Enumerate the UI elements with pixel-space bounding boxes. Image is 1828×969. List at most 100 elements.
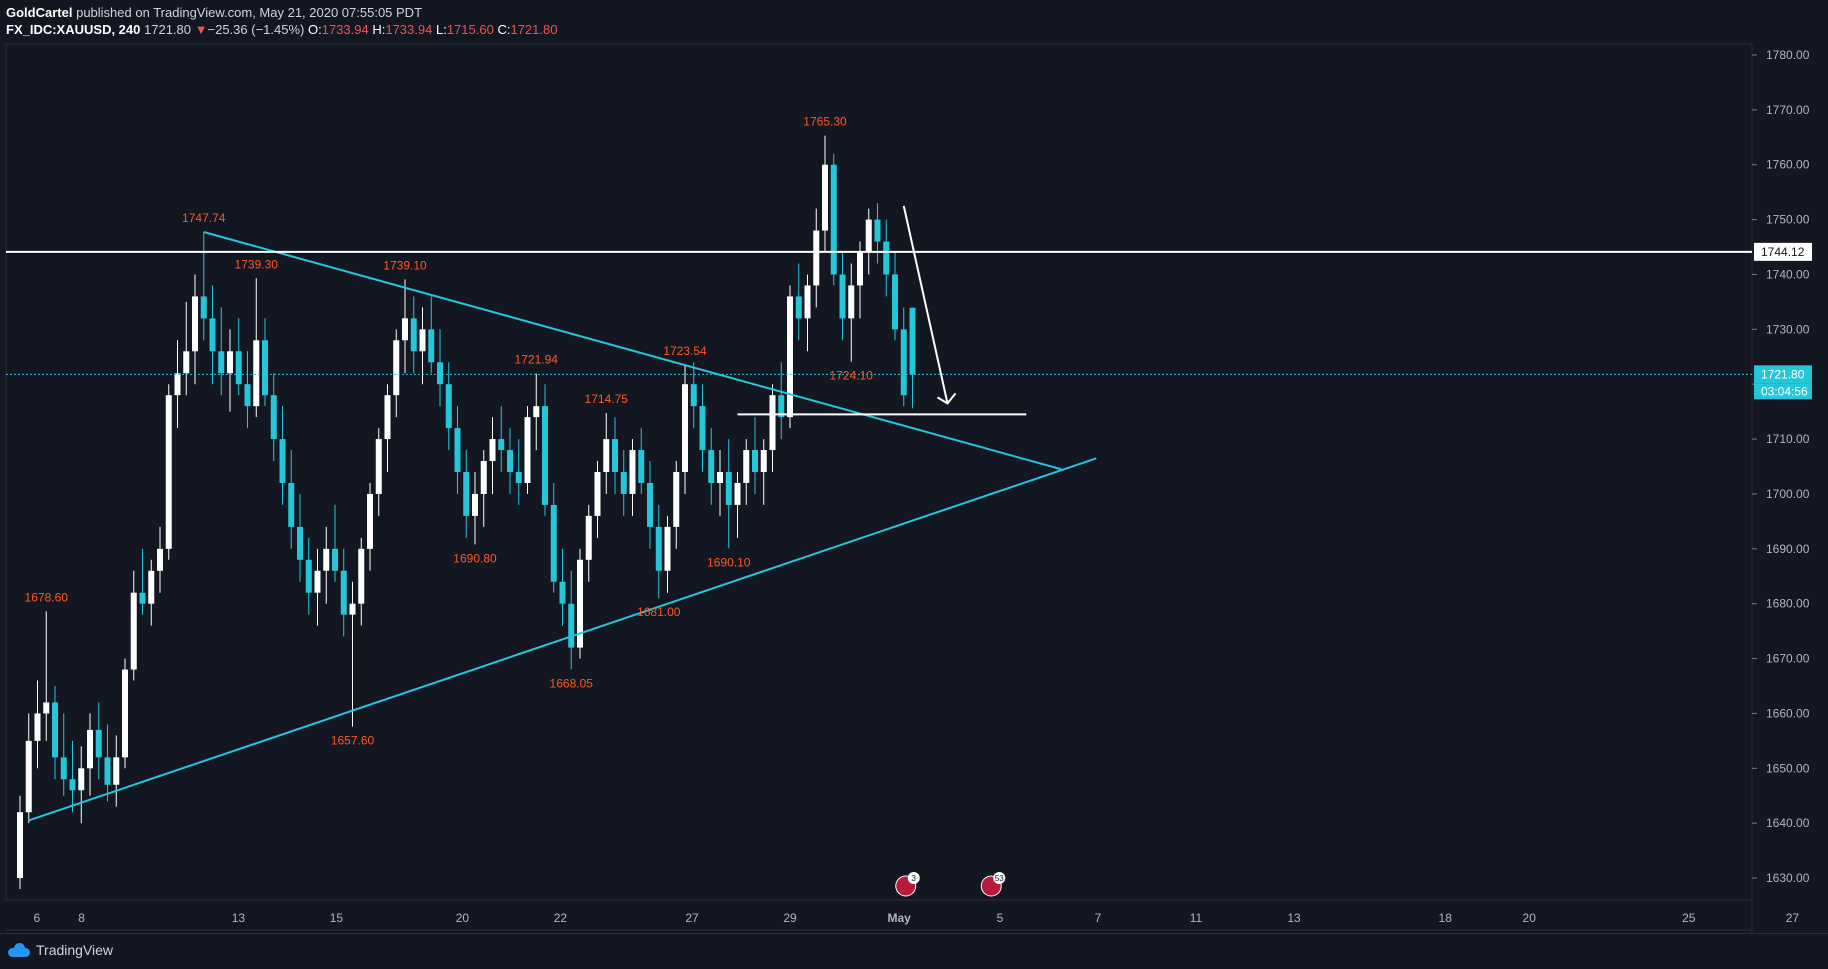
candle-body [52,702,58,758]
brand-name: TradingView [36,942,114,958]
candle-body [445,384,452,429]
time-axis-tick-label: 5 [997,911,1004,925]
author-name[interactable]: GoldCartel [6,5,73,20]
candle-body [577,559,583,648]
low-label: L: [435,22,447,37]
candle-body [279,439,286,483]
candle-body [270,395,277,440]
price-axis-tick-label: 1750.00 [1766,213,1810,227]
price-annotation: 1714.75 [585,392,629,406]
candle-body [892,274,898,330]
candle-body [795,296,802,319]
lower-trendline[interactable] [28,457,1097,822]
change-down-icon: ▼ [194,22,208,37]
price-axis-tick-label: 1650.00 [1766,761,1810,775]
candle-body [909,307,916,375]
price-change: −25.36 (−1.45%) [207,22,305,37]
candle-body [822,164,828,231]
candle-body [865,219,872,253]
time-axis-tick-label: 22 [554,911,568,925]
candle-body [78,768,85,791]
candle-body [122,669,128,758]
candle-body [804,285,811,319]
candle-body [60,757,67,780]
time-axis-tick-label: 11 [1190,911,1203,925]
candle-body [673,472,680,527]
candle-body [708,450,715,483]
candle-body [603,439,610,472]
candle-body [375,439,382,494]
candlestick-chart[interactable]: 1630.00 1640.00 1650.00 1660.00 1670.00 1680.… [0,0,1828,932]
candle-body [612,439,618,472]
candle-body [690,384,697,407]
price-axis-tick-label: 1670.00 [1766,652,1810,666]
price-axis-tick-label: 1780.00 [1766,48,1810,62]
candle-body [253,340,260,407]
resistance-price-label-bg [1754,242,1812,261]
last-price: 1721.80 [144,22,191,37]
price-axis-tick-label: 1680.00 [1766,597,1810,611]
candle-body [629,450,636,494]
symbol-label[interactable]: FX_IDC:XAUUSD, 240 [6,22,141,37]
candle-body [419,329,426,352]
event-count-label: 3 [912,874,917,883]
candle-body [305,559,312,593]
candle-body [542,406,548,505]
candle-body [655,526,662,571]
price-annotation: 1724.10 [830,369,874,383]
candle-body [244,384,251,407]
price-annotation: 1681.00 [637,605,681,619]
candle-body [507,450,513,472]
candle-body [87,729,93,769]
candle-body [559,581,566,604]
candle-body [489,439,496,462]
price-annotation: 1657.60 [331,734,375,748]
candle-body [384,395,391,440]
candle-body [620,472,627,494]
candle-body [664,526,671,571]
candle-body [734,482,741,505]
candle-body [717,472,723,483]
open-value: 1733.94 [321,22,369,37]
candle-body [139,592,146,604]
candle-body [410,318,417,352]
candle-body [813,230,820,286]
candle-body [332,548,338,571]
time-axis-tick-label: 20 [1523,911,1537,925]
upper-trendline[interactable] [203,231,1062,471]
candle-body [760,450,767,472]
candle-body [113,757,120,785]
tradingview-logo[interactable]: TradingView [8,942,113,958]
candle-body [725,472,732,505]
candle-body [857,252,863,286]
candle-body [314,570,321,593]
price-axis-tick-label: 1690.00 [1766,542,1810,556]
candle-body [752,450,758,472]
candle-body [218,351,225,374]
low-value: 1715.60 [446,22,494,37]
time-axis-tick-label: 8 [78,911,85,925]
candle-body [874,219,881,242]
current-price-label: 1721.80 [1761,367,1805,381]
chart-header: GoldCartel published on TradingView.com,… [6,0,1806,44]
price-annotation: 1765.30 [803,115,847,129]
candle-body [402,318,408,341]
candle-body [358,548,365,604]
candle-body [349,603,356,615]
candle-body [585,515,592,560]
candle-body [472,493,478,516]
candle-body [454,428,461,472]
candle-body [262,340,268,396]
tradingview-cloud-icon [8,943,30,957]
price-annotation: 1678.60 [25,590,69,604]
price-axis-tick-label: 1700.00 [1766,487,1810,501]
candle-body [533,406,540,418]
candle-body [95,729,102,758]
candle-body [900,329,907,396]
price-annotation: 1690.10 [707,555,751,569]
high-value: 1733.94 [385,22,433,37]
candle-body [367,493,373,549]
forecast-arrow-line[interactable] [902,205,949,404]
candle-body [323,548,330,571]
time-axis-tick-label: 6 [33,911,40,925]
